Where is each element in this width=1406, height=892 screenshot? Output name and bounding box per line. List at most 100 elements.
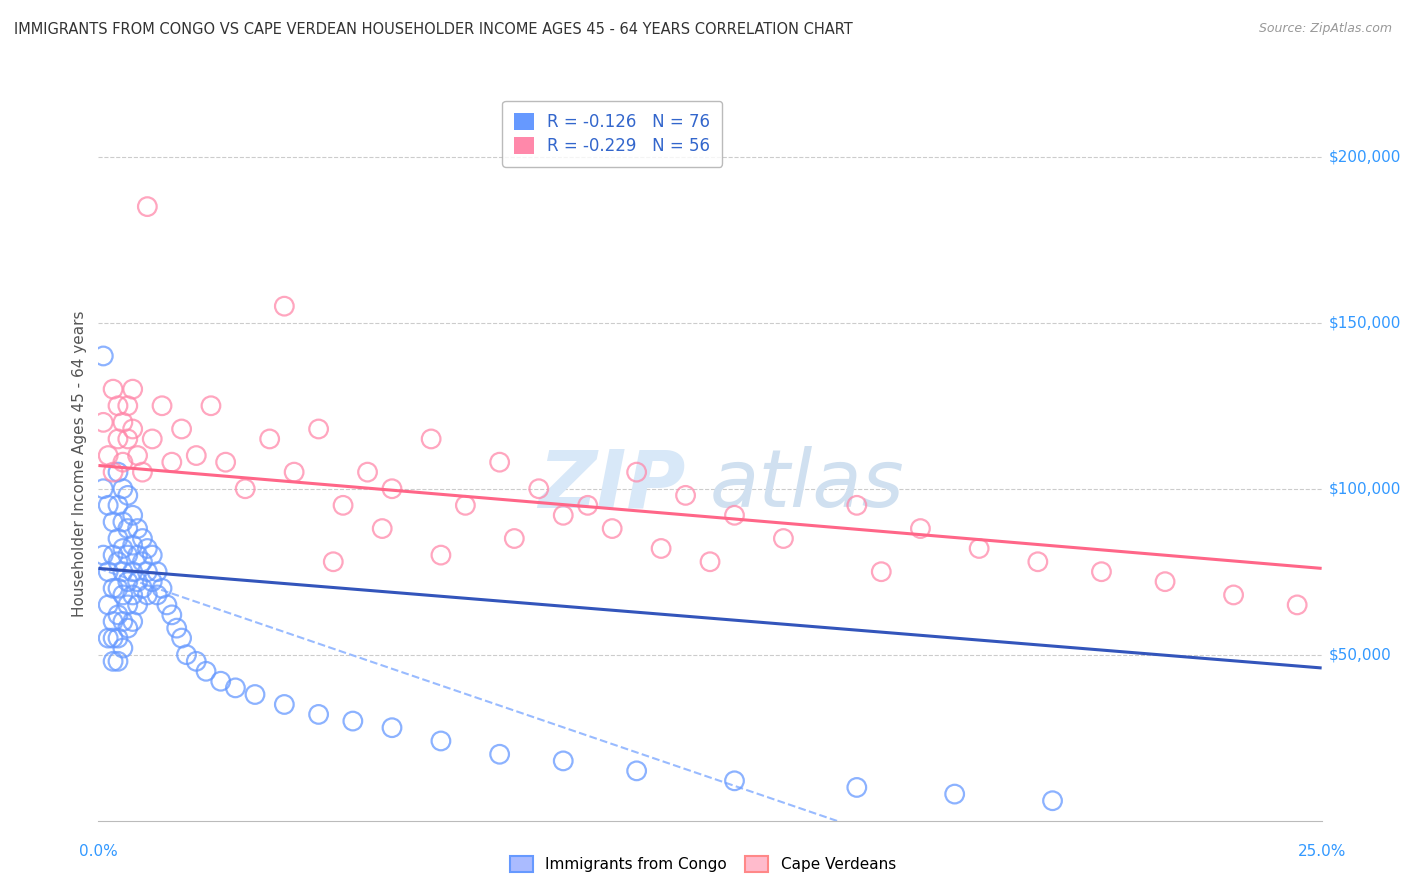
- Point: [209, 674, 232, 689]
- Point: [150, 399, 173, 413]
- Point: [107, 532, 129, 546]
- Point: [870, 565, 893, 579]
- Legend: R = -0.126   N = 76, R = -0.229   N = 56: R = -0.126 N = 76, R = -0.229 N = 56: [502, 101, 723, 167]
- Point: [91, 548, 114, 562]
- Point: [111, 641, 134, 656]
- Point: [127, 522, 149, 536]
- Point: [322, 555, 344, 569]
- Point: [308, 707, 330, 722]
- Point: [111, 615, 134, 629]
- Point: [1154, 574, 1177, 589]
- Point: [111, 541, 134, 556]
- Point: [488, 747, 510, 762]
- Point: [127, 548, 149, 562]
- Point: [454, 499, 477, 513]
- Point: [699, 555, 721, 569]
- Point: [107, 607, 129, 622]
- Point: [723, 773, 745, 788]
- Point: [283, 465, 305, 479]
- Point: [772, 532, 794, 546]
- Point: [127, 574, 149, 589]
- Point: [136, 565, 159, 579]
- Point: [488, 455, 510, 469]
- Point: [381, 482, 404, 496]
- Point: [430, 734, 453, 748]
- Point: [117, 621, 139, 635]
- Point: [160, 607, 183, 622]
- Point: [91, 482, 114, 496]
- Point: [1042, 794, 1064, 808]
- Point: [141, 548, 163, 562]
- Point: [101, 654, 124, 668]
- Legend: Immigrants from Congo, Cape Verdeans: Immigrants from Congo, Cape Verdeans: [502, 848, 904, 880]
- Point: [503, 532, 526, 546]
- Point: [101, 582, 124, 596]
- Point: [156, 598, 179, 612]
- Point: [136, 541, 159, 556]
- Point: [117, 432, 139, 446]
- Point: [131, 465, 153, 479]
- Point: [332, 499, 354, 513]
- Point: [131, 532, 153, 546]
- Point: [117, 488, 139, 502]
- Text: $100,000: $100,000: [1329, 481, 1400, 496]
- Point: [111, 455, 134, 469]
- Point: [224, 681, 246, 695]
- Point: [146, 588, 169, 602]
- Text: 0.0%: 0.0%: [79, 845, 118, 859]
- Point: [101, 515, 124, 529]
- Point: [845, 499, 868, 513]
- Point: [107, 555, 129, 569]
- Point: [121, 588, 143, 602]
- Point: [111, 588, 134, 602]
- Point: [243, 688, 266, 702]
- Point: [195, 665, 218, 679]
- Point: [97, 499, 120, 513]
- Point: [176, 648, 198, 662]
- Point: [107, 654, 129, 668]
- Point: [101, 615, 124, 629]
- Point: [97, 565, 120, 579]
- Point: [97, 631, 120, 645]
- Point: [723, 508, 745, 523]
- Text: $50,000: $50,000: [1329, 648, 1392, 662]
- Point: [121, 538, 143, 552]
- Point: [117, 522, 139, 536]
- Point: [160, 455, 183, 469]
- Point: [430, 548, 453, 562]
- Point: [101, 631, 124, 645]
- Point: [342, 714, 364, 728]
- Point: [200, 399, 222, 413]
- Point: [186, 654, 208, 668]
- Point: [141, 574, 163, 589]
- Point: [91, 349, 114, 363]
- Point: [356, 465, 378, 479]
- Text: atlas: atlas: [710, 446, 905, 524]
- Text: $150,000: $150,000: [1329, 315, 1400, 330]
- Point: [170, 631, 193, 645]
- Point: [273, 299, 295, 313]
- Point: [117, 598, 139, 612]
- Point: [186, 449, 208, 463]
- Point: [117, 574, 139, 589]
- Point: [101, 465, 124, 479]
- Point: [273, 698, 295, 712]
- Point: [107, 582, 129, 596]
- Point: [107, 399, 129, 413]
- Point: [146, 565, 169, 579]
- Point: [166, 621, 188, 635]
- Point: [943, 787, 966, 801]
- Point: [111, 482, 134, 496]
- Point: [101, 548, 124, 562]
- Point: [576, 499, 599, 513]
- Point: [259, 432, 281, 446]
- Point: [420, 432, 443, 446]
- Point: [111, 515, 134, 529]
- Text: Source: ZipAtlas.com: Source: ZipAtlas.com: [1258, 22, 1392, 36]
- Point: [910, 522, 932, 536]
- Text: 25.0%: 25.0%: [1298, 845, 1346, 859]
- Point: [233, 482, 256, 496]
- Point: [121, 508, 143, 523]
- Point: [131, 555, 153, 569]
- Point: [107, 499, 129, 513]
